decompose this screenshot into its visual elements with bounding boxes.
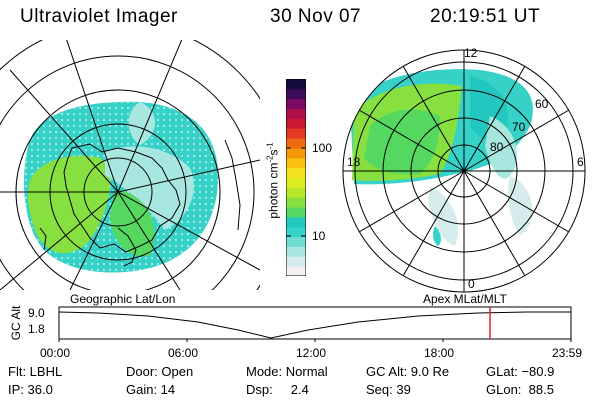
colorbar-cell [286, 177, 306, 188]
geographic-subtitle: Geographic Lat/Lon [70, 292, 176, 306]
colorbar-cell [286, 157, 306, 169]
colorbar-cell [286, 236, 306, 247]
colorbar-cell [286, 79, 306, 90]
geographic-image [0, 40, 260, 290]
info-seq: Seq: 39 [366, 382, 411, 397]
apex-polar-plot [342, 49, 586, 293]
colorbar-cell [286, 266, 306, 276]
altitude-ytick-max: 9.0 [28, 306, 45, 320]
colorbar-unit-label: photon cm-2s-1 [265, 142, 281, 219]
colorbar-cell [286, 207, 306, 218]
mlt-label-18: 18 [347, 155, 361, 169]
colorbar-tick-10: 10 [312, 229, 326, 243]
colorbar-cell [286, 226, 306, 238]
colorbar-cell [286, 167, 306, 178]
altitude-xtick-1800: 18:00 [424, 346, 455, 360]
colorbar-cell [286, 138, 306, 149]
info-door: Door: Open [126, 364, 194, 379]
colorbar-cell [286, 98, 306, 110]
colorbar-cell [286, 108, 306, 119]
colorbar-cell [286, 246, 306, 257]
mlat-label-80: 80 [490, 140, 504, 154]
info-dsp: Dsp: 2.4 [246, 382, 309, 397]
colorbar-cell [286, 88, 306, 100]
altitude-xtick-0000: 00:00 [40, 346, 71, 360]
altitude-ylabel: GC Alt [9, 305, 23, 341]
time-label: 20:19:51 UT [430, 6, 541, 27]
altitude-ytick-min: 1.8 [28, 322, 45, 336]
altitude-plot [58, 306, 572, 342]
colorbar-cell [286, 197, 306, 208]
info-glat: GLat: −80.9 [486, 364, 555, 379]
info-gain: Gain: 14 [126, 382, 176, 397]
info-glon: GLon: 88.5 [486, 382, 554, 397]
colorbar-cell [286, 118, 306, 129]
altitude-xtick-0600: 06:00 [168, 346, 199, 360]
instrument-title: Ultraviolet Imager [20, 6, 178, 27]
colorbar-cell [286, 128, 306, 139]
info-ip: IP: 36.0 [8, 382, 53, 397]
info-mode: Mode: Normal [246, 364, 328, 379]
mlat-label-60: 60 [535, 97, 549, 111]
mlt-label-12: 12 [464, 46, 478, 60]
colorbar-tick-100: 100 [312, 141, 333, 155]
colorbar-cell [286, 147, 306, 159]
mlat-label-70: 70 [512, 120, 526, 134]
colorbar-cell [286, 256, 306, 267]
mlt-label-6: 6 [577, 155, 584, 169]
colorbar-cell [286, 187, 306, 198]
apex-subtitle: Apex MLat/MLT [423, 292, 507, 306]
info-filter: Flt: LBHL [8, 364, 63, 379]
info-gc-alt: GC Alt: 9.0 Re [366, 364, 450, 379]
mlt-label-0: 0 [468, 277, 475, 291]
colorbar-cell [286, 216, 306, 228]
altitude-xtick-2359: 23:59 [552, 346, 583, 360]
date-label: 30 Nov 07 [270, 6, 362, 27]
altitude-xtick-1200: 12:00 [296, 346, 327, 360]
color-bar [286, 79, 306, 276]
